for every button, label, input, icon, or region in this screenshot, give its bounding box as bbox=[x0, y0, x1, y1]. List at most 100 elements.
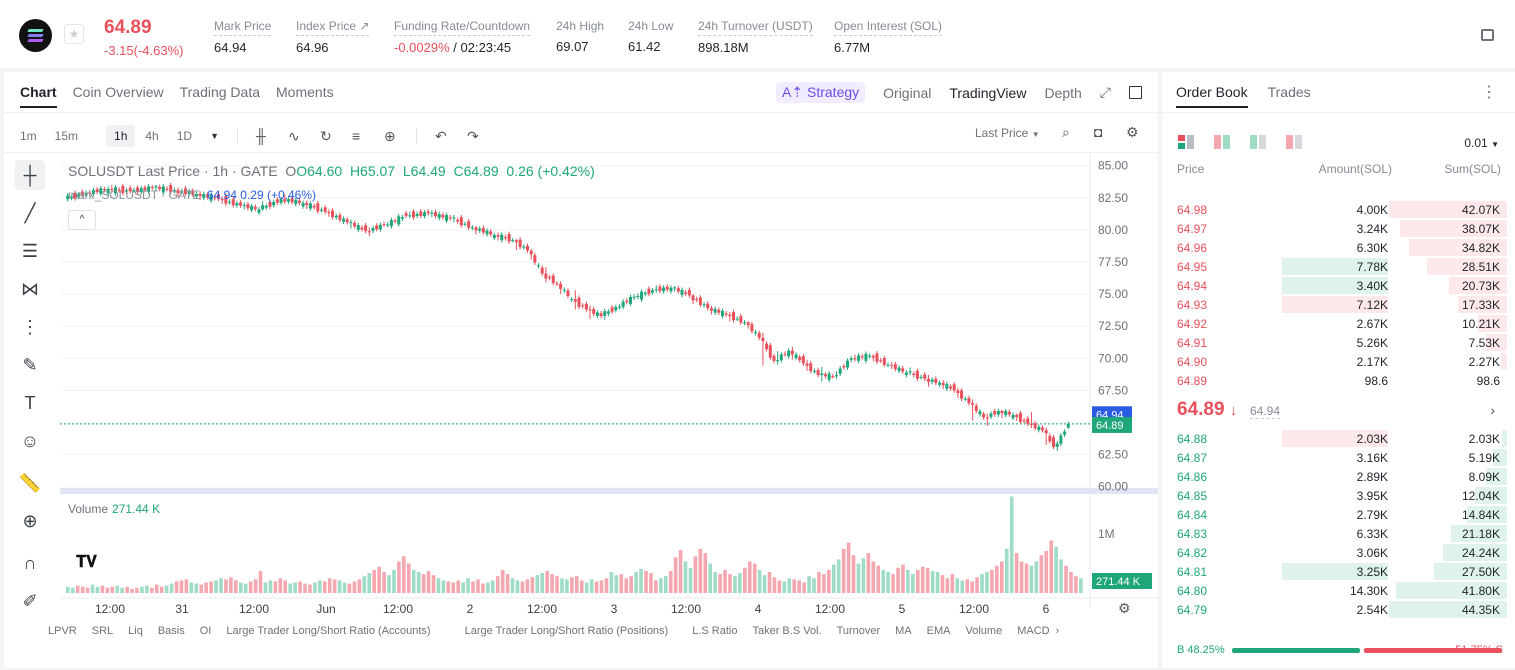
ask-row[interactable]: 64.98 4.00K 42.07K bbox=[1162, 200, 1515, 219]
tradingview-logo[interactable]: 𝐓𝐕 bbox=[76, 554, 97, 571]
precision-select[interactable]: 0.01 ▼ bbox=[1464, 136, 1499, 150]
tab-chart[interactable]: Chart bbox=[20, 84, 57, 108]
chevron-right-icon[interactable]: › bbox=[1490, 402, 1495, 418]
ask-row[interactable]: 64.94 3.40K 20.73K bbox=[1162, 276, 1515, 295]
search-icon[interactable]: ⌕ bbox=[1062, 124, 1070, 140]
fullscreen-icon[interactable]: ⤢ bbox=[1099, 84, 1111, 100]
strategy-button[interactable]: A⇡ Strategy bbox=[776, 82, 866, 103]
compare-icon[interactable]: ↻ bbox=[320, 128, 332, 144]
view-both-icon[interactable] bbox=[1178, 135, 1194, 149]
candle-body bbox=[507, 234, 511, 242]
indicator-basis[interactable]: Basis bbox=[157, 625, 185, 637]
chart-settings-icon[interactable]: ⚙ bbox=[1118, 600, 1131, 616]
brush-icon[interactable]: ✎ bbox=[22, 355, 38, 375]
ask-row[interactable]: 64.95 7.78K 28.51K bbox=[1162, 257, 1515, 276]
tab-moments[interactable]: Moments bbox=[276, 84, 334, 100]
pane-separator bbox=[60, 488, 1158, 494]
tab-original[interactable]: Original bbox=[883, 84, 932, 101]
x-tick-label: 12:00 bbox=[239, 602, 269, 616]
indicator-taker[interactable]: Taker B.S Vol. bbox=[752, 625, 822, 637]
ask-row[interactable]: 64.91 5.26K 7.53K bbox=[1162, 333, 1515, 352]
emoji-icon[interactable]: ☺ bbox=[20, 431, 40, 451]
zoom-icon[interactable]: ⊕ bbox=[22, 511, 38, 531]
pattern-icon[interactable]: ⋈ bbox=[21, 279, 39, 299]
ask-row[interactable]: 64.89 98.6 98.6 bbox=[1162, 371, 1515, 390]
undo-icon[interactable]: ↶ bbox=[435, 128, 447, 144]
camera-icon[interactable]: ◘ bbox=[1094, 124, 1103, 140]
candle-type-icon[interactable]: ╫ bbox=[256, 128, 266, 144]
candle-body bbox=[614, 306, 618, 311]
indicator-ema[interactable]: EMA bbox=[926, 625, 951, 637]
interval-1m[interactable]: 1m bbox=[20, 129, 37, 143]
templates-icon[interactable]: ≡ bbox=[352, 128, 361, 144]
bid-row[interactable]: 64.87 3.16K 5.19K bbox=[1162, 448, 1515, 467]
magnet-icon[interactable]: ∩ bbox=[23, 553, 37, 573]
interval-1d[interactable]: 1D bbox=[176, 129, 193, 143]
redo-icon[interactable]: ↷ bbox=[467, 128, 479, 144]
collapse-legend-button[interactable]: ^ bbox=[68, 210, 96, 230]
indicator-macd[interactable]: MACD bbox=[1017, 625, 1050, 637]
ask-row[interactable]: 64.92 2.67K 10.21K bbox=[1162, 314, 1515, 333]
view-bids-icon[interactable] bbox=[1250, 135, 1266, 149]
price-source-select[interactable]: Last Price ▼ bbox=[975, 126, 1040, 140]
interval-dropdown-icon[interactable]: ▼ bbox=[210, 131, 219, 141]
ask-row[interactable]: 64.97 3.24K 38.07K bbox=[1162, 219, 1515, 238]
stat-index-price[interactable]: Index Price ↗ 64.96 bbox=[296, 19, 370, 55]
interval-15m[interactable]: 15m bbox=[54, 129, 79, 143]
bid-row[interactable]: 64.83 6.33K 21.18K bbox=[1162, 524, 1515, 543]
tab-order-book[interactable]: Order Book bbox=[1176, 84, 1248, 108]
indicator-volume[interactable]: Volume bbox=[965, 625, 1003, 637]
volume-bar bbox=[807, 576, 811, 593]
bid-row[interactable]: 64.82 3.06K 24.24K bbox=[1162, 543, 1515, 562]
interval-4h[interactable]: 4h bbox=[145, 129, 159, 143]
indicator-ls-ratio[interactable]: L.S Ratio bbox=[692, 625, 738, 637]
volume-bar bbox=[1064, 565, 1068, 593]
ask-row[interactable]: 64.96 6.30K 34.82K bbox=[1162, 238, 1515, 257]
book-icon[interactable] bbox=[1481, 29, 1494, 41]
bid-row[interactable]: 64.88 2.03K 2.03K bbox=[1162, 429, 1515, 448]
interval-1h[interactable]: 1h bbox=[106, 125, 136, 147]
candle-body bbox=[871, 355, 875, 358]
add-alert-icon[interactable]: ⊕ bbox=[384, 128, 396, 144]
pencil-lock-icon[interactable]: ✐ bbox=[22, 591, 38, 611]
candle-body bbox=[389, 219, 393, 227]
gear-icon[interactable]: ⚙ bbox=[1126, 124, 1139, 140]
more-options-icon[interactable]: ⋮ bbox=[1481, 84, 1497, 101]
indicators-icon[interactable]: ∿ bbox=[288, 128, 300, 144]
candles bbox=[66, 182, 1070, 451]
indicator-srl[interactable]: SRL bbox=[91, 625, 114, 637]
tab-coin-overview[interactable]: Coin Overview bbox=[72, 84, 164, 100]
ask-row[interactable]: 64.90 2.17K 2.27K bbox=[1162, 352, 1515, 371]
bid-row[interactable]: 64.84 2.79K 14.84K bbox=[1162, 505, 1515, 524]
window-icon[interactable] bbox=[1129, 86, 1142, 99]
trendline-icon[interactable]: ╱ bbox=[24, 203, 36, 223]
view-asks-icon[interactable] bbox=[1286, 135, 1302, 149]
indicator-turnover[interactable]: Turnover bbox=[836, 625, 881, 637]
tab-tradingview[interactable]: TradingView bbox=[949, 84, 1027, 101]
view-split-icon[interactable] bbox=[1214, 135, 1230, 149]
horizontal-lines-icon[interactable]: ☰ bbox=[21, 241, 39, 261]
indicator-lt-accounts[interactable]: Large Trader Long/Short Ratio (Accounts) bbox=[226, 625, 431, 637]
bid-row[interactable]: 64.80 14.30K 41.80K bbox=[1162, 581, 1515, 600]
ruler-icon[interactable]: 📏 bbox=[18, 473, 42, 493]
text-icon[interactable]: T bbox=[24, 393, 36, 413]
chevron-right-icon[interactable]: › bbox=[1055, 625, 1060, 637]
tab-depth[interactable]: Depth bbox=[1044, 84, 1082, 101]
indicator-oi[interactable]: OI bbox=[199, 625, 212, 637]
crosshair-icon[interactable]: ┼ bbox=[15, 160, 45, 190]
fib-icon[interactable]: ⋮ bbox=[21, 317, 39, 337]
ask-row[interactable]: 64.93 7.12K 17.33K bbox=[1162, 295, 1515, 314]
bid-row[interactable]: 64.81 3.25K 27.50K bbox=[1162, 562, 1515, 581]
bid-row[interactable]: 64.86 2.89K 8.09K bbox=[1162, 467, 1515, 486]
row-sum: 98.6 bbox=[1476, 374, 1500, 388]
price-chart[interactable]: 85.00 82.50 80.00 77.50 75.00 72.50 70.00 67.50… bbox=[60, 153, 1160, 618]
indicator-ma[interactable]: MA bbox=[895, 625, 912, 637]
bid-row[interactable]: 64.85 3.95K 12.04K bbox=[1162, 486, 1515, 505]
indicator-lt-positions[interactable]: Large Trader Long/Short Ratio (Positions… bbox=[464, 625, 669, 637]
bid-row[interactable]: 64.79 2.54K 44.35K bbox=[1162, 600, 1515, 619]
tab-trades[interactable]: Trades bbox=[1267, 84, 1311, 100]
favorite-star-icon[interactable]: ★ bbox=[64, 24, 84, 44]
indicator-liq[interactable]: Liq bbox=[128, 625, 143, 637]
tab-trading-data[interactable]: Trading Data bbox=[179, 84, 261, 100]
indicator-lpvr[interactable]: LPVR bbox=[48, 625, 77, 637]
